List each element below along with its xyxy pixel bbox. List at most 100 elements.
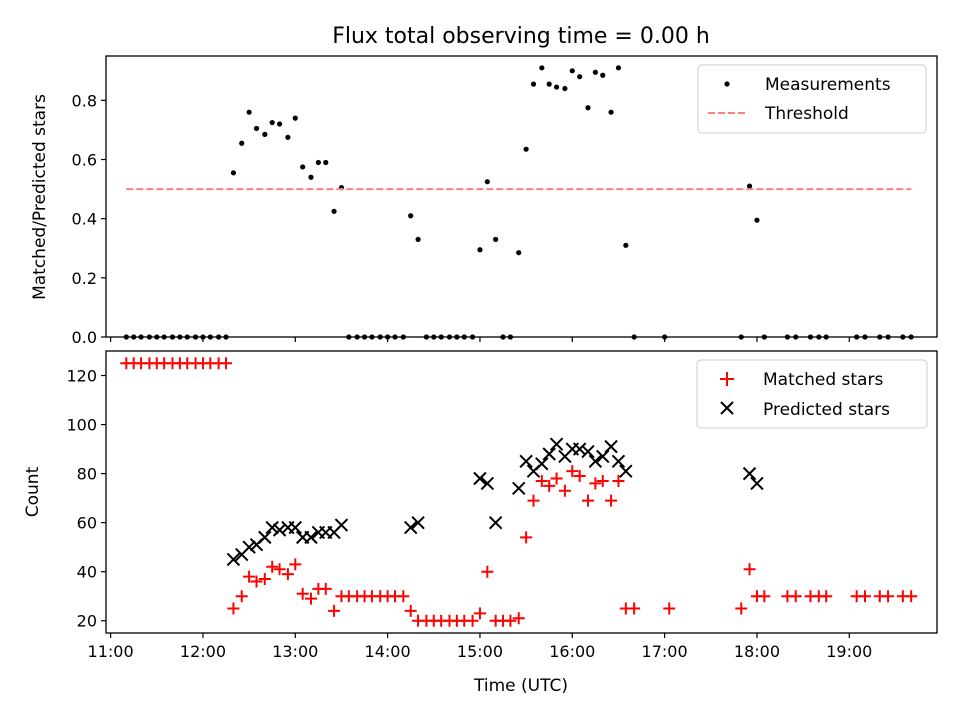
matched-stars-point <box>404 604 417 617</box>
measurements-point <box>754 217 760 223</box>
measurements-point <box>569 68 575 74</box>
legend-threshold-label: Threshold <box>764 104 849 124</box>
predicted-stars-point <box>572 442 587 456</box>
bottom-x-tick-label: 11:00 <box>88 642 134 661</box>
matched-stars-point <box>512 612 525 625</box>
matched-stars-point <box>743 563 756 576</box>
measurements-point <box>269 119 275 126</box>
matched-stars-point <box>527 494 540 507</box>
bottom-y-tick-label: 40 <box>77 563 97 582</box>
matched-stars-point <box>550 472 563 485</box>
measurements-point <box>408 213 414 219</box>
top-chart-title: Flux total observing time = 0.00 h <box>332 24 710 49</box>
matched-stars-point <box>566 465 579 478</box>
measurements-point <box>562 85 568 92</box>
predicted-stars-point <box>604 439 618 454</box>
bottom-x-tick-label: 19:00 <box>826 642 872 661</box>
predicted-stars-point <box>596 449 610 464</box>
matched-stars-point <box>520 531 533 544</box>
matched-stars-point <box>273 563 286 576</box>
measurements-point <box>546 81 552 87</box>
measurements-point <box>415 236 421 242</box>
matched-stars-point <box>605 494 618 507</box>
bottom-y-tick-label: 120 <box>66 367 97 386</box>
matched-stars-point <box>473 607 486 620</box>
predicted-stars-point <box>535 457 549 471</box>
predicted-stars-point <box>226 552 241 567</box>
predicted-stars-point <box>588 454 603 469</box>
matched-stars-point <box>735 602 748 615</box>
predicted-stars-point <box>581 444 595 459</box>
predicted-stars-point <box>473 471 487 486</box>
top-y-tick-label: 0.2 <box>72 269 97 288</box>
matched-stars-point <box>304 592 317 605</box>
bottom-plot-marks <box>120 357 918 627</box>
matched-stars-point <box>628 602 641 615</box>
measurements-point <box>600 72 606 78</box>
measurements-point <box>585 105 591 111</box>
measurements-point <box>477 247 483 253</box>
measurements-point <box>516 250 522 256</box>
measurements-point <box>623 242 629 248</box>
predicted-stars-point <box>304 530 318 545</box>
matched-stars-point <box>789 590 802 603</box>
measurements-point <box>262 131 268 137</box>
measurements-point <box>285 134 291 140</box>
bottom-plot-frame <box>105 350 938 634</box>
measurements-point <box>530 81 537 87</box>
measurements-point <box>539 65 545 71</box>
legend-predicted-stars-marker <box>720 401 734 415</box>
matched-stars-point <box>397 590 410 603</box>
predicted-stars-point <box>750 476 764 491</box>
bottom-plot-axes: 11:00 12:00 13:00 14:00 15:00 16:00 17:00 18:00… <box>66 367 872 661</box>
matched-stars-point <box>558 484 571 497</box>
matched-stars-point <box>328 604 341 617</box>
matched-stars-point <box>535 474 548 487</box>
top-y-tick-label: 0.8 <box>72 91 97 110</box>
matched-stars-point <box>289 558 302 571</box>
matched-stars-point <box>858 590 871 603</box>
matched-stars-point <box>573 470 586 483</box>
matched-stars-point <box>612 474 625 487</box>
matched-stars-point <box>243 570 256 583</box>
measurements-point <box>300 164 306 170</box>
measurements-point <box>608 109 614 115</box>
predicted-stars-point <box>242 540 256 554</box>
matched-stars-point <box>581 494 594 507</box>
measurements-point <box>493 236 499 242</box>
top-legend-box <box>697 64 927 134</box>
legend-predicted-stars-label: Predicted stars <box>763 400 890 420</box>
measurements-point <box>308 174 314 180</box>
bottom-x-tick-label: 18:00 <box>734 642 780 661</box>
top-plot-axes: 0.0 0.2 0.4 0.6 0.8 <box>72 91 850 347</box>
measurements-point <box>523 146 529 152</box>
matched-stars-point <box>820 590 833 603</box>
bottom-x-tick-label: 14:00 <box>365 642 411 661</box>
top-y-tick-label: 0.4 <box>72 210 97 229</box>
predicted-stars-point <box>403 520 418 535</box>
matched-stars-point <box>466 614 479 627</box>
predicted-stars-point <box>611 454 626 469</box>
bottom-y-axis-label: Count <box>23 466 43 517</box>
measurements-point <box>239 140 245 146</box>
bottom-plot: 11:00 12:00 13:00 14:00 15:00 16:00 17:00 18:00… <box>23 350 938 696</box>
bottom-y-tick-label: 60 <box>77 514 97 533</box>
bottom-y-tick-label: 100 <box>66 416 97 435</box>
matched-stars-point <box>543 479 556 492</box>
matched-stars-point <box>596 474 609 487</box>
matched-stars-point <box>319 582 332 595</box>
measurements-point <box>315 159 321 166</box>
matched-stars-point <box>905 590 918 603</box>
top-y-tick-label: 0.0 <box>72 328 97 347</box>
legend-measurements-marker <box>724 81 730 87</box>
bottom-x-tick-label: 17:00 <box>642 642 688 661</box>
predicted-stars-point <box>519 454 533 469</box>
measurements-point <box>253 125 260 132</box>
measurements-point <box>577 74 583 80</box>
bottom-x-tick-label: 15:00 <box>457 642 503 661</box>
matched-stars-point <box>589 477 602 490</box>
measurements-point <box>592 69 598 75</box>
predicted-stars-point <box>258 530 272 545</box>
measurements-point <box>331 208 337 214</box>
